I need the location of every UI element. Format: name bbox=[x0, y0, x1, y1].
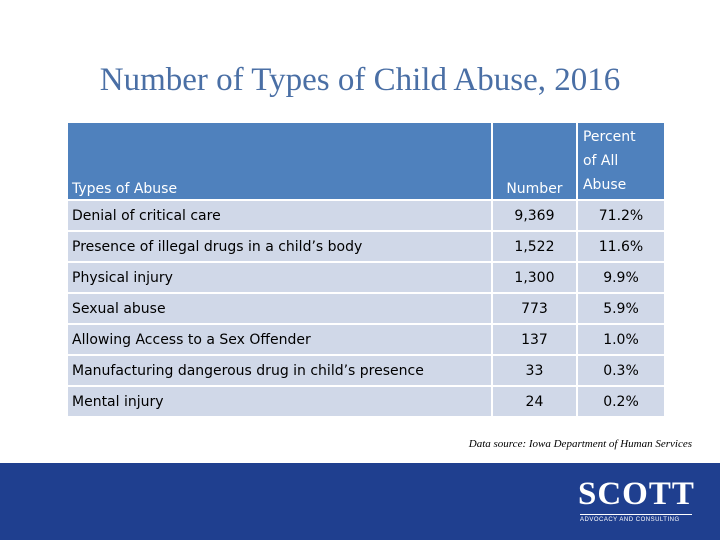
scott-logo: SCOTT bbox=[578, 476, 695, 512]
cell-number: 24 bbox=[490, 387, 576, 418]
cell-type: Denial of critical care bbox=[68, 201, 491, 232]
cell-number: 9,369 bbox=[490, 201, 576, 232]
table-row: Manufacturing dangerous drug in child’s … bbox=[68, 356, 664, 387]
footer-band: SCOTT ADVOCACY AND CONSULTING bbox=[0, 463, 720, 540]
header-percent-line: Percent bbox=[582, 129, 636, 145]
cell-type: Manufacturing dangerous drug in child’s … bbox=[68, 356, 491, 387]
cell-percent: 5.9% bbox=[575, 294, 664, 325]
header-number: Number bbox=[490, 123, 576, 201]
header-percent: Percent of All Abuse bbox=[575, 123, 664, 201]
cell-number: 1,300 bbox=[490, 263, 576, 294]
abuse-types-table: Types of Abuse Number Percent of All Abu… bbox=[68, 123, 664, 418]
header-types-of-abuse: Types of Abuse bbox=[68, 123, 491, 201]
header-percent-line: of All bbox=[582, 153, 619, 169]
cell-type: Mental injury bbox=[68, 387, 491, 418]
table-row: Sexual abuse 773 5.9% bbox=[68, 294, 664, 325]
cell-percent: 9.9% bbox=[575, 263, 664, 294]
table-row: Mental injury 24 0.2% bbox=[68, 387, 664, 418]
table-header-row: Types of Abuse Number Percent of All Abu… bbox=[68, 123, 664, 201]
cell-percent: 71.2% bbox=[575, 201, 664, 232]
cell-type: Sexual abuse bbox=[68, 294, 491, 325]
cell-number: 33 bbox=[490, 356, 576, 387]
logo-divider bbox=[580, 514, 692, 515]
cell-number: 773 bbox=[490, 294, 576, 325]
cell-type: Allowing Access to a Sex Offender bbox=[68, 325, 491, 356]
header-percent-line: Abuse bbox=[582, 177, 627, 193]
logo-tagline: ADVOCACY AND CONSULTING bbox=[580, 517, 680, 523]
cell-percent: 11.6% bbox=[575, 232, 664, 263]
table-row: Presence of illegal drugs in a child’s b… bbox=[68, 232, 664, 263]
cell-type: Presence of illegal drugs in a child’s b… bbox=[68, 232, 491, 263]
cell-percent: 0.3% bbox=[575, 356, 664, 387]
table-row: Allowing Access to a Sex Offender 137 1.… bbox=[68, 325, 664, 356]
cell-number: 1,522 bbox=[490, 232, 576, 263]
table-row: Physical injury 1,300 9.9% bbox=[68, 263, 664, 294]
table-row: Denial of critical care 9,369 71.2% bbox=[68, 201, 664, 232]
cell-percent: 1.0% bbox=[575, 325, 664, 356]
slide-title: Number of Types of Child Abuse, 2016 bbox=[99, 62, 621, 98]
data-source-note: Data source: Iowa Department of Human Se… bbox=[468, 438, 692, 450]
cell-number: 137 bbox=[490, 325, 576, 356]
cell-type: Physical injury bbox=[68, 263, 491, 294]
cell-percent: 0.2% bbox=[575, 387, 664, 418]
